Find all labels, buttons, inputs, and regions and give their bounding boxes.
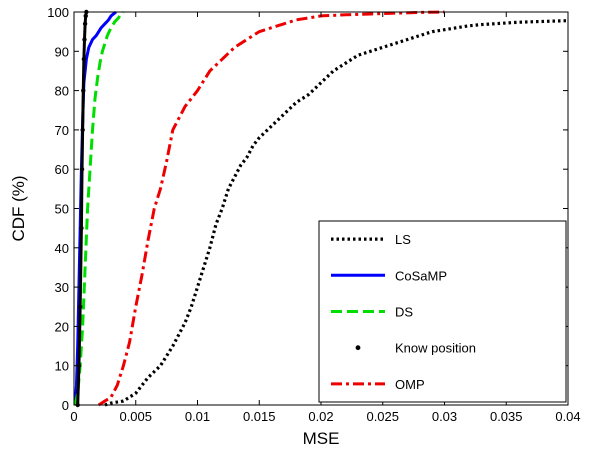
ticks-layer: 0 0.005 0.01 0.015 0.02 0.025 0.03 0.035 0.04 0 10… [47,5,580,424]
y-tick-label: 30 [55,280,69,295]
y-tick-label: 40 [55,241,69,256]
y-tick-label: 10 [55,359,69,374]
x-tick-label: 0.035 [490,409,523,424]
y-tick-label: 0 [62,398,69,413]
legend-label-omp: OMP [395,377,425,392]
legend-label-cosamp: CoSaMP [395,268,447,283]
y-tick-label: 20 [55,319,69,334]
line-ds [73,10,125,406]
x-tick-label: 0.005 [119,409,152,424]
legend: LS CoSaMP DS Know position OMP [318,220,567,403]
legend-label-ds: DS [395,305,413,320]
legend-swatch-know-position [355,345,361,351]
line-omp [97,10,445,407]
y-tick-label: 90 [55,44,69,59]
y-axis-title: CDF (%) [9,175,28,241]
x-tick-label: 0.02 [308,409,333,424]
y-tick-label: 70 [55,123,69,138]
y-tick-label: 50 [55,202,69,217]
x-tick-label: 0.04 [555,409,580,424]
x-tick-label: 0.03 [432,409,457,424]
legend-box [318,220,567,403]
line-know-position [76,11,88,406]
y-tick-label: 100 [47,5,69,20]
y-tick-label: 60 [55,162,69,177]
legend-label-ls: LS [395,232,411,247]
x-tick-label: 0 [70,409,77,424]
legend-label-know-position: Know position [395,341,476,356]
y-tick-label: 80 [55,84,69,99]
line-ls [104,19,569,407]
series-layer [73,9,569,408]
x-tick-label: 0.015 [243,409,276,424]
x-axis-title: MSE [303,429,340,448]
x-tick-label: 0.01 [185,409,210,424]
x-tick-label: 0.025 [366,409,399,424]
